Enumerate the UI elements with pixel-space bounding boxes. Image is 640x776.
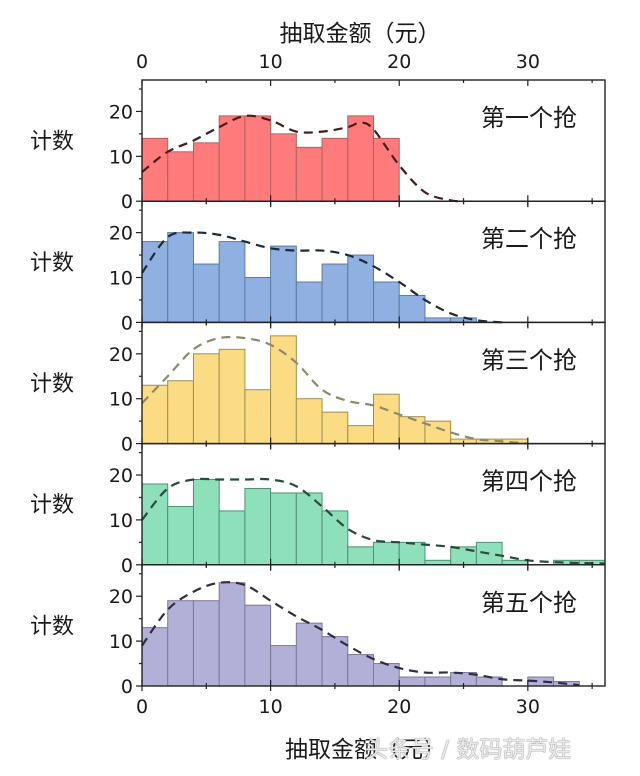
histogram-bar xyxy=(218,348,246,445)
histogram-bar xyxy=(141,627,169,687)
y-tick-label: 10 xyxy=(109,510,133,532)
histogram-bar xyxy=(244,487,272,566)
histogram-bar xyxy=(192,353,220,445)
fit-curve xyxy=(141,581,580,687)
histogram-bar xyxy=(244,277,272,323)
bottom-x-tick-label: 30 xyxy=(516,696,540,718)
histogram-bar xyxy=(321,510,349,566)
fit-curve xyxy=(141,231,503,324)
histogram-bar xyxy=(244,389,272,445)
histogram-bar xyxy=(167,151,194,202)
histogram-bar xyxy=(347,115,374,202)
histogram-bar xyxy=(373,281,400,323)
histogram-bar xyxy=(347,254,374,323)
histogram-bar xyxy=(192,479,220,566)
top-x-axis-label: 抽取金额（元） xyxy=(279,21,441,47)
histogram-bar xyxy=(398,676,426,687)
y-axis-label: 计数 xyxy=(30,251,74,276)
panel-title: 第一个抢 xyxy=(481,104,577,132)
histogram-bar xyxy=(475,676,503,687)
histogram-bar xyxy=(270,245,297,323)
histogram-bar xyxy=(295,398,323,445)
histogram-bar xyxy=(295,492,323,566)
histogram-bar xyxy=(321,137,349,202)
histogram-bar xyxy=(167,232,194,323)
histogram-panel-2: 0 10 20 计数 第二个抢 xyxy=(30,200,606,334)
histogram-bar xyxy=(192,600,220,687)
y-tick-label: 0 xyxy=(121,434,133,456)
y-tick-label: 10 xyxy=(109,389,133,411)
histogram-bar xyxy=(295,622,323,687)
top-x-tick-label: 10 xyxy=(259,51,283,73)
fit-curve xyxy=(141,114,464,203)
top-x-tick-label: 30 xyxy=(516,51,540,73)
histogram-bar xyxy=(270,645,297,687)
histogram-bar xyxy=(167,505,194,566)
y-tick-label: 10 xyxy=(109,268,133,290)
y-tick-label: 20 xyxy=(109,344,133,366)
y-tick-label: 0 xyxy=(121,191,133,213)
histogram-bar xyxy=(218,115,246,202)
bottom-x-tick-label: 0 xyxy=(136,696,148,718)
y-tick-label: 10 xyxy=(109,631,133,653)
y-tick-label: 20 xyxy=(109,223,133,245)
histogram-panel-4: 0 10 20 计数 第四个抢 xyxy=(30,442,606,577)
histogram-bar xyxy=(347,654,374,687)
histogram-bar xyxy=(270,133,297,202)
panel-title: 第三个抢 xyxy=(481,346,577,374)
histogram-bar xyxy=(321,411,349,445)
histogram-bar xyxy=(218,510,246,566)
histogram-bar xyxy=(141,384,169,445)
histogram-bar xyxy=(270,492,297,566)
top-x-tick-label: 0 xyxy=(136,51,148,73)
histogram-bar xyxy=(398,294,426,323)
histogram-panel-1: 0 10 20 计数 第一个抢 xyxy=(30,79,606,213)
histogram-bar xyxy=(398,541,426,566)
histogram-bar xyxy=(424,676,452,687)
y-tick-label: 0 xyxy=(121,676,133,698)
y-axis-label: 计数 xyxy=(30,130,74,155)
y-axis-label: 计数 xyxy=(30,372,74,397)
histogram-panel-5: 0 10 20 计数 第五个抢 xyxy=(30,564,606,698)
panel-title: 第四个抢 xyxy=(481,468,577,496)
histogram-bar xyxy=(373,393,400,445)
histogram-bar xyxy=(244,115,272,202)
histogram-bar xyxy=(373,541,400,566)
y-axis-label: 计数 xyxy=(30,493,74,518)
histogram-bar xyxy=(347,425,374,445)
histogram-bar xyxy=(295,281,323,323)
bottom-x-axis-label: 抽取金额（元） xyxy=(285,737,446,763)
histogram-bar xyxy=(398,416,426,445)
y-tick-label: 20 xyxy=(109,586,133,608)
histogram-bar xyxy=(295,146,323,202)
histogram-bar xyxy=(192,263,220,323)
y-tick-label: 0 xyxy=(121,555,133,577)
watermark: 头条号 / 数码葫芦娃 xyxy=(365,737,572,763)
histogram-bar xyxy=(321,263,349,323)
histogram-bar xyxy=(347,546,374,566)
histogram-bar xyxy=(192,142,220,202)
histogram-bar xyxy=(218,241,246,323)
y-tick-label: 10 xyxy=(109,146,133,168)
bottom-x-tick-label: 10 xyxy=(259,696,283,718)
y-tick-label: 20 xyxy=(109,465,133,487)
panel-frame xyxy=(141,564,606,687)
histogram-bar xyxy=(167,600,194,687)
top-x-tick-label: 20 xyxy=(387,51,411,73)
histogram-bar xyxy=(218,582,246,687)
panel-title: 第二个抢 xyxy=(481,225,577,253)
histogram-bar xyxy=(141,483,169,566)
panel-title: 第五个抢 xyxy=(481,589,577,617)
bottom-x-tick-label: 20 xyxy=(387,696,411,718)
y-tick-label: 20 xyxy=(109,101,133,123)
histogram-bar xyxy=(167,380,194,445)
y-axis-label: 计数 xyxy=(30,614,74,639)
y-tick-label: 0 xyxy=(121,312,133,334)
histogram-bar xyxy=(244,604,272,687)
histogram-panel-3: 0 10 20 计数 第三个抢 xyxy=(30,321,606,456)
